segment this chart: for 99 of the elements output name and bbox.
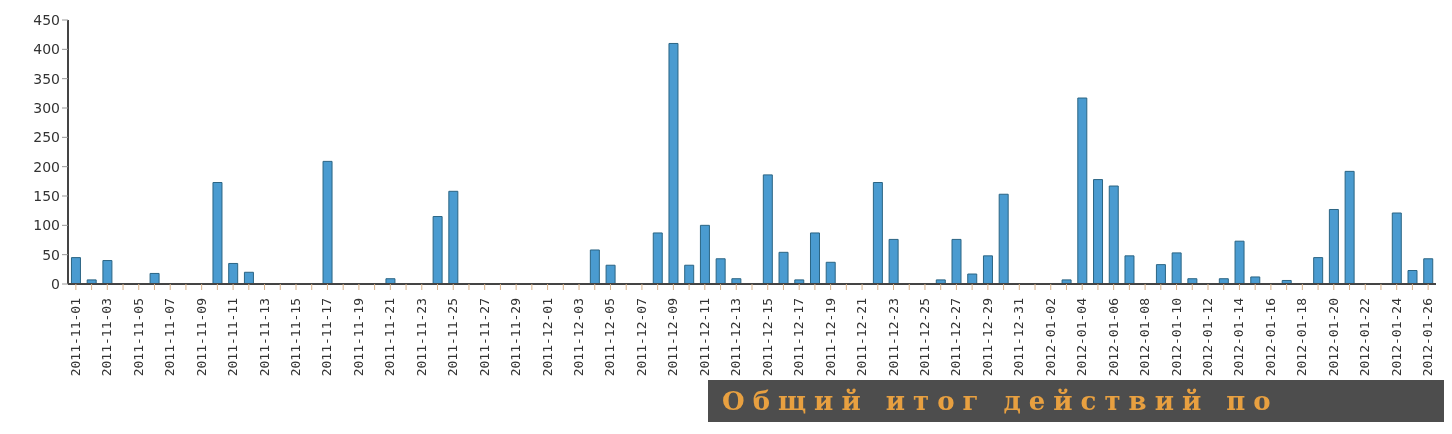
bar (1108, 185, 1119, 284)
x-tick-label: 2011-11-13 (256, 298, 272, 377)
y-tick-label: 200 (33, 158, 60, 175)
bar (1171, 252, 1182, 284)
bar (322, 160, 333, 284)
x-tick-label: 2012-01-06 (1105, 298, 1121, 377)
y-tick-label: 0 (51, 275, 60, 292)
bar (228, 262, 239, 284)
x-tick-label: 2012-01-08 (1137, 298, 1153, 377)
x-tick-label: 2011-12-09 (665, 298, 681, 377)
bar (699, 224, 710, 284)
bar (1344, 170, 1355, 284)
x-tick-label: 2011-11-07 (162, 298, 178, 377)
bar (432, 216, 443, 284)
x-tick-label: 2011-11-29 (508, 298, 524, 377)
x-tick-label: 2011-11-11 (225, 298, 241, 377)
bar (872, 182, 883, 284)
bar (448, 190, 459, 284)
bar (605, 264, 616, 284)
bar (1250, 276, 1261, 284)
x-tick-label: 2011-12-13 (728, 298, 744, 377)
x-tick-label: 2011-12-31 (1011, 298, 1027, 377)
bar (715, 258, 726, 284)
x-tick-label: 2012-01-16 (1262, 298, 1278, 377)
bar (684, 264, 695, 284)
x-tick-label: 2011-12-11 (696, 298, 712, 377)
x-tick-label: 2012-01-26 (1420, 298, 1436, 377)
x-tick-label: 2011-12-21 (854, 298, 870, 377)
y-tick-label: 350 (33, 70, 60, 87)
x-tick-label: 2011-11-09 (193, 298, 209, 377)
x-tick-label: 2011-12-07 (633, 298, 649, 377)
x-tick-label: 2011-11-05 (130, 298, 146, 377)
y-tick-label: 300 (33, 99, 60, 116)
y-tick-label: 400 (33, 41, 60, 58)
bar (668, 42, 679, 284)
x-tick-label: 2011-11-21 (382, 298, 398, 377)
x-tick-label: 2011-12-15 (759, 298, 775, 377)
x-tick-label: 2011-11-25 (445, 298, 461, 377)
x-tick-label: 2011-11-15 (288, 298, 303, 377)
bar (762, 174, 773, 284)
x-tick-label: 2012-01-24 (1388, 297, 1404, 377)
y-tick-label: 50 (42, 246, 60, 263)
bar (149, 272, 160, 284)
bar (1423, 258, 1434, 284)
x-tick-label: 2011-12-25 (916, 298, 932, 377)
bar (778, 251, 789, 284)
x-tick-label: 2012-01-02 (1042, 298, 1058, 377)
bar (1391, 212, 1402, 284)
text: Общий итог действий по (708, 380, 1444, 422)
x-tick-label: 2011-11-19 (350, 298, 366, 377)
x-tick-label: 2012-01-04 (1074, 297, 1090, 377)
x-tick-label: 2011-12-03 (571, 298, 587, 377)
bar (212, 182, 223, 284)
x-tick-label: 2012-01-20 (1325, 298, 1341, 377)
x-tick-label: 2011-12-27 (948, 298, 964, 377)
x-tick-label: 2012-01-10 (1168, 298, 1184, 377)
bar (1077, 97, 1088, 284)
x-tick-label: 2012-01-18 (1294, 298, 1310, 377)
x-tick-label: 2011-12-29 (979, 298, 995, 377)
bar (1234, 240, 1245, 284)
bar (1313, 257, 1324, 284)
y-tick-label: 100 (33, 217, 60, 234)
x-tick-label: 2011-12-01 (539, 298, 555, 377)
x-tick-label: 2011-11-03 (99, 298, 115, 377)
bar (1093, 179, 1104, 284)
bar (998, 193, 1009, 284)
x-tick-label: 2012-01-12 (1200, 298, 1215, 377)
bar (589, 249, 600, 284)
y-tick-label: 450 (33, 11, 60, 28)
bar (825, 261, 836, 284)
bar (102, 260, 113, 284)
bar (243, 271, 254, 284)
x-tick-label: 2012-01-14 (1231, 297, 1247, 377)
bar (951, 238, 962, 284)
bar (731, 278, 742, 284)
x-tick-label: 2011-12-05 (602, 298, 618, 377)
y-tick-label: 250 (33, 129, 60, 146)
bar (1124, 255, 1135, 284)
x-tick-label: 2011-11-17 (319, 298, 335, 377)
y-tick-label: 150 (33, 187, 60, 204)
bar (385, 278, 396, 284)
bar (652, 232, 663, 284)
bar (70, 257, 81, 284)
bar (1407, 270, 1418, 284)
bar (1155, 264, 1166, 284)
x-tick-label: 2011-12-19 (822, 298, 838, 377)
bar (809, 232, 820, 284)
bar (888, 238, 899, 284)
bar (1061, 279, 1072, 284)
x-tick-label: 2011-11-23 (413, 298, 429, 377)
x-tick-label: 2011-11-27 (476, 298, 492, 377)
x-tick-label: 2011-11-01 (67, 298, 83, 377)
bar (1187, 278, 1198, 284)
bar (982, 255, 993, 284)
x-tick-label: 2011-12-23 (885, 298, 901, 377)
bar (1328, 208, 1339, 284)
x-tick-label: 2011-12-17 (791, 298, 807, 377)
bar (967, 273, 978, 284)
x-tick-label: 2012-01-22 (1357, 298, 1373, 377)
